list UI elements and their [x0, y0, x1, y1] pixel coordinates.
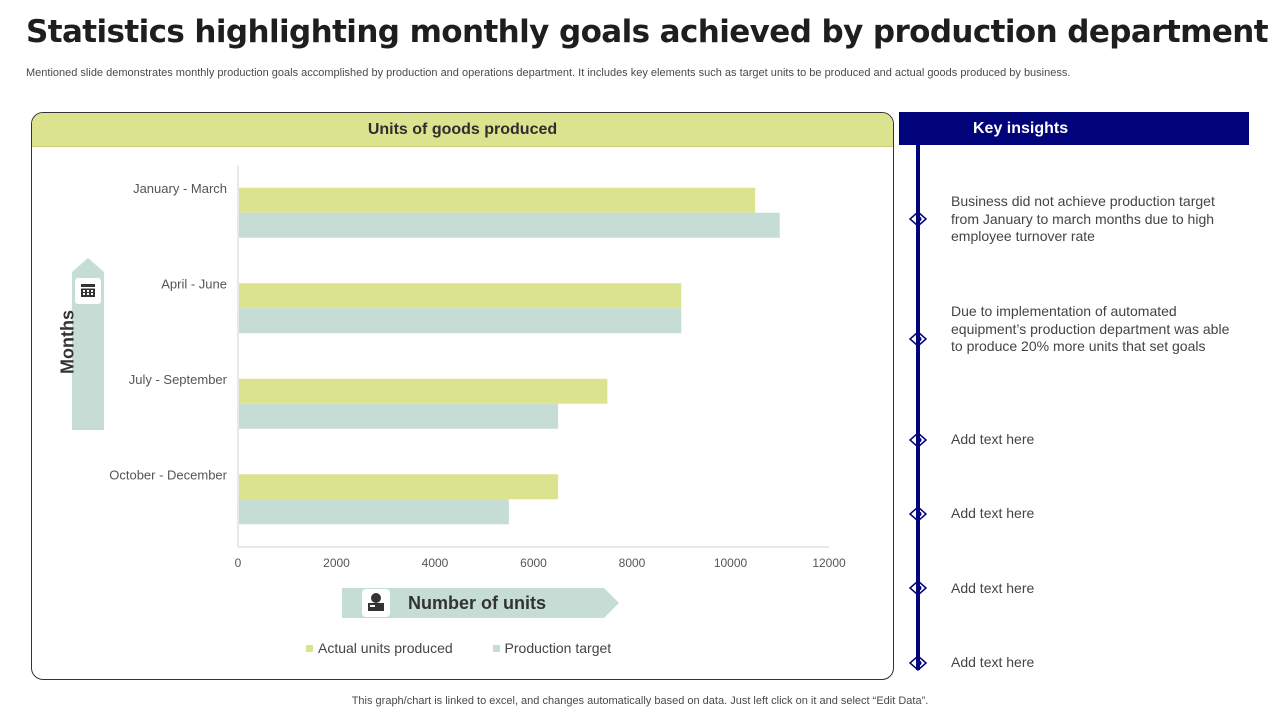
footer-note: This graph/chart is linked to excel, and… — [351, 695, 929, 707]
legend-swatch-target — [492, 645, 500, 652]
x-tick-label: 12000 — [812, 556, 846, 570]
bar-target[interactable] — [239, 308, 682, 334]
bar-target[interactable] — [239, 212, 780, 238]
insight-item-5[interactable]: Add text here — [951, 580, 1035, 596]
legend-label-actual: Actual units produced — [318, 640, 453, 656]
bar-actual[interactable] — [239, 187, 756, 213]
insight-item-6[interactable]: Add text here — [951, 654, 1035, 670]
bar-target[interactable] — [239, 403, 559, 429]
insight-item-3[interactable]: Add text here — [951, 431, 1035, 447]
legend-item-actual[interactable]: Actual units produced — [306, 640, 453, 656]
y-tick-label: July - September — [129, 372, 228, 387]
x-tick-label: 10000 — [714, 556, 748, 570]
bar-actual[interactable] — [239, 378, 608, 404]
y-axis-label: Months — [57, 310, 78, 374]
page-subtitle: Mentioned slide demonstrates monthly pro… — [26, 67, 1071, 79]
x-tick-label: 8000 — [619, 556, 646, 570]
x-tick-label: 4000 — [422, 556, 449, 570]
y-tick-label: April - June — [161, 276, 227, 291]
insight-item-4[interactable]: Add text here — [951, 505, 1035, 521]
insight-item-1[interactable]: Business did not achieve production targ… — [951, 193, 1215, 244]
legend-item-target[interactable]: Production target — [492, 640, 612, 656]
legend-swatch-actual — [306, 645, 313, 652]
insights-title: Key insights — [973, 120, 1069, 137]
x-axis-label: Number of units — [408, 593, 546, 613]
legend-label-target: Production target — [504, 640, 612, 656]
chart-title: Units of goods produced — [32, 113, 893, 147]
insights-timeline — [916, 145, 920, 670]
x-tick-label: 0 — [235, 556, 242, 570]
bar-actual[interactable] — [239, 474, 559, 500]
calendar-icon — [81, 284, 95, 297]
insights-header — [899, 112, 1249, 145]
x-tick-label: 2000 — [323, 556, 350, 570]
y-tick-label: October - December — [109, 467, 227, 482]
page-title: Statistics highlighting monthly goals ac… — [26, 14, 1269, 50]
units-icon — [368, 593, 384, 611]
chart-panel[interactable]: Units of goods produced — [31, 112, 894, 680]
insight-item-2[interactable]: Due to implementation of automated equip… — [951, 303, 1230, 354]
y-tick-label: January - March — [133, 181, 227, 196]
units-label-shape — [342, 588, 619, 618]
bar-actual[interactable] — [239, 283, 682, 309]
x-tick-label: 6000 — [520, 556, 547, 570]
bar-target[interactable] — [239, 499, 509, 525]
chart-legend: Actual units produced Production target — [306, 640, 647, 656]
